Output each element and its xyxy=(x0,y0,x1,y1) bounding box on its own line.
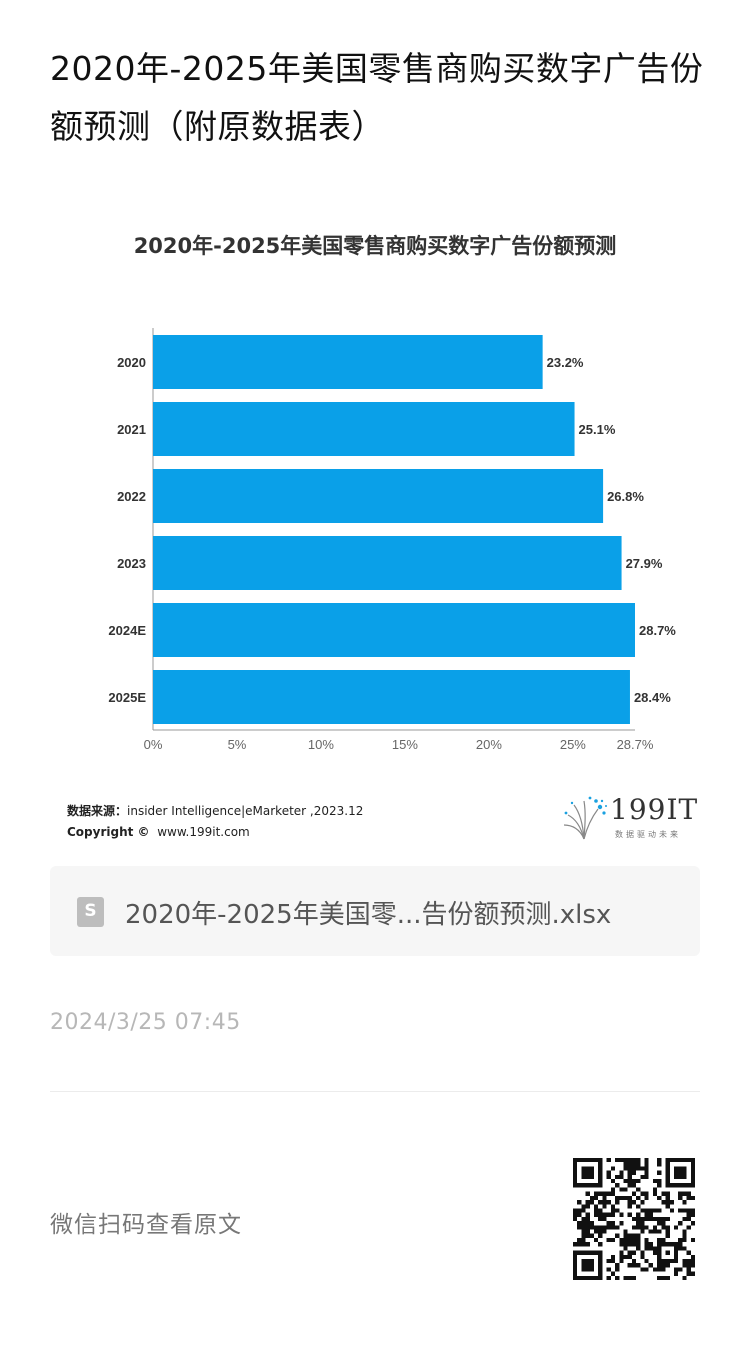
x-tick-label: 20% xyxy=(476,737,502,752)
data-label: 25.1% xyxy=(579,422,616,437)
attachment-file-name: 2020年-2025年美国零...告份额预测.xlsx xyxy=(125,900,612,930)
publish-timestamp: 2024/3/25 07:45 xyxy=(50,1010,241,1035)
divider xyxy=(50,1091,700,1092)
category-label: 2021 xyxy=(117,422,146,437)
data-label: 28.4% xyxy=(634,690,671,705)
qr-code-icon[interactable] xyxy=(573,1158,695,1280)
x-tick-label: 5% xyxy=(228,737,247,752)
source-label: 数据来源： xyxy=(67,804,128,818)
category-label: 2025E xyxy=(108,690,146,705)
data-label: 28.7% xyxy=(639,623,676,638)
brand-name: 199IT xyxy=(610,793,699,826)
bar xyxy=(153,536,622,590)
bar xyxy=(153,335,543,389)
brand-logo-icon xyxy=(563,796,607,840)
copyright-text: www.199it.com xyxy=(157,825,250,839)
category-label: 2022 xyxy=(117,489,146,504)
file-icon-letter: S xyxy=(84,901,97,921)
chart-image: 2020年-2025年美国零售商购买数字广告份额预测 2020 23.2% 2021… xyxy=(50,210,700,850)
brand-slogan: 数据驱动未来 xyxy=(615,830,681,839)
bar xyxy=(153,603,635,657)
bar xyxy=(153,469,604,523)
copyright-label: Copyright © xyxy=(67,825,150,839)
brand-logo: 199IT 数据驱动未来 xyxy=(560,793,700,843)
source-text: insider Intelligence|eMarketer ,2023.12 xyxy=(127,804,364,818)
x-tick-label: 0% xyxy=(144,737,163,752)
data-label: 26.8% xyxy=(607,489,644,504)
article-title: 2020年-2025年美国零售商购买数字广告份额预测（附原数据表） xyxy=(50,49,704,146)
spreadsheet-file-icon: S xyxy=(77,897,104,927)
data-label: 27.9% xyxy=(626,556,663,571)
chart-source: 数据来源：insider Intelligence|eMarketer ,202… xyxy=(67,801,363,843)
bar xyxy=(153,670,630,724)
x-tick-label: 15% xyxy=(392,737,418,752)
attachment-card[interactable]: S 2020年-2025年美国零...告份额预测.xlsx xyxy=(50,866,700,956)
category-label: 2023 xyxy=(117,556,146,571)
bar-chart: 2020 23.2% 2021 25.1% 2022 26.8% 2023 27.9% 2024… xyxy=(108,328,676,752)
x-tick-label: 25% xyxy=(560,737,586,752)
category-label: 2020 xyxy=(117,355,146,370)
scan-to-view-text: 微信扫码查看原文 xyxy=(50,1212,242,1238)
bar xyxy=(153,402,575,456)
x-tick-label: 10% xyxy=(308,737,334,752)
category-label: 2024E xyxy=(108,623,146,638)
x-tick-label: 28.7% xyxy=(617,737,654,752)
data-label: 23.2% xyxy=(547,355,584,370)
chart-title: 2020年-2025年美国零售商购买数字广告份额预测 xyxy=(133,234,617,258)
